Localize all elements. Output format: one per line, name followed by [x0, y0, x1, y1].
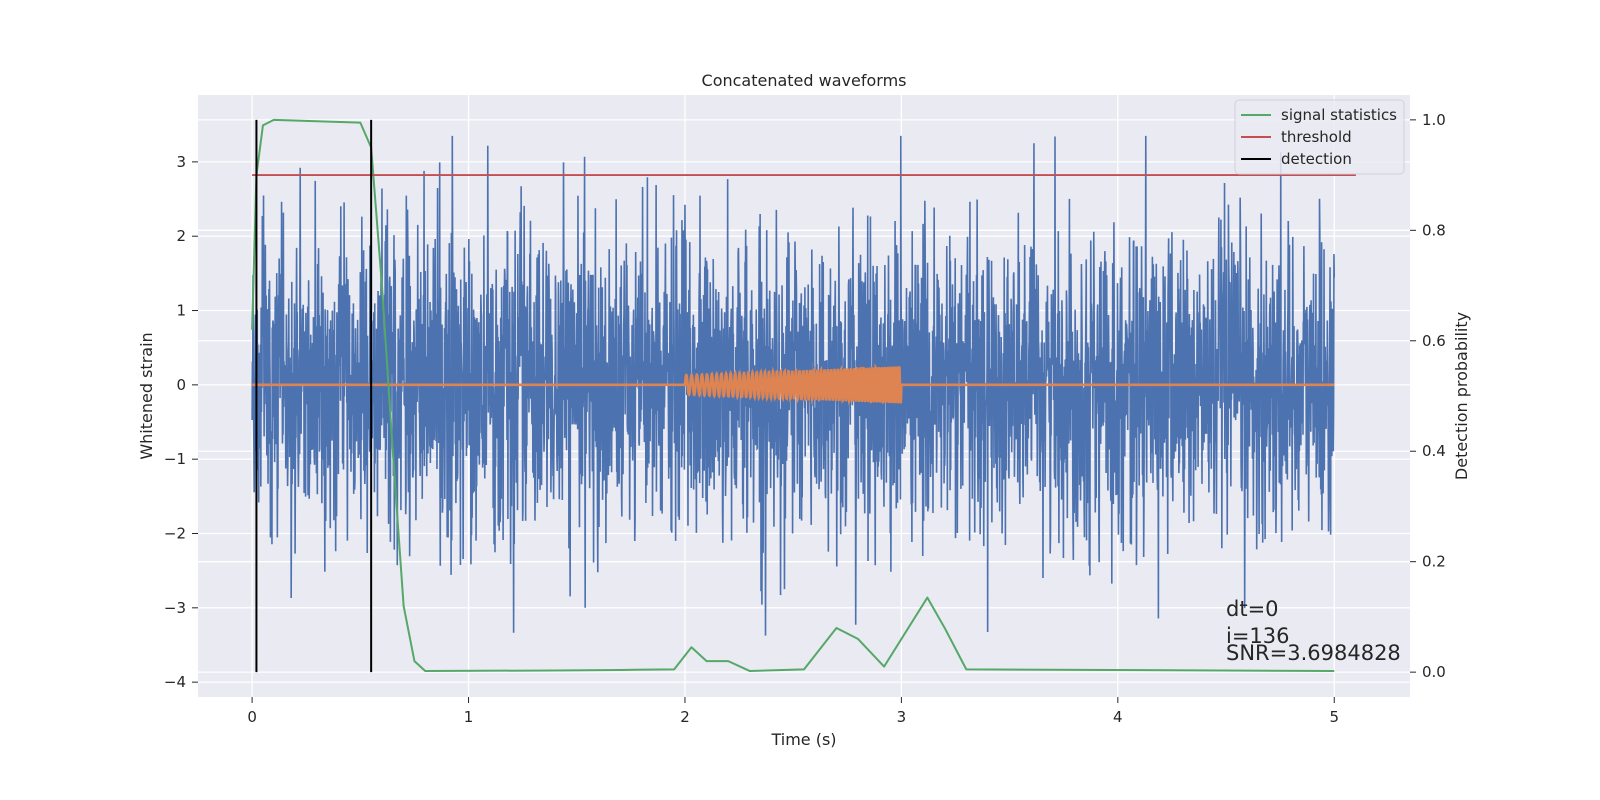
x-tick-label: 5 [1329, 708, 1339, 726]
legend-box [1234, 99, 1405, 175]
y-tick-label: 0 [176, 376, 186, 394]
y2-tick-label: 0.4 [1422, 442, 1446, 460]
annotation-block: dt=0 i=136 SNR=3.6984828 [1226, 597, 1401, 665]
y2-tick-label: 0.8 [1422, 221, 1446, 239]
y2-tick-label: 0.2 [1422, 553, 1446, 571]
y-tick-label: −2 [164, 524, 186, 542]
chart-title: Concatenated waveforms [702, 71, 907, 90]
x-tick-label: 0 [247, 708, 257, 726]
annotation-index: i=136 [1226, 624, 1290, 648]
x-tick-label: 2 [680, 708, 690, 726]
annotation-snr: SNR=3.6984828 [1226, 641, 1401, 665]
legend-label: signal statistics [1281, 106, 1397, 124]
y-axis-label: Whitened strain [137, 332, 156, 459]
signal-statistics-series [251, 118, 1335, 673]
y-tick-label: 1 [176, 302, 186, 320]
template-line [252, 362, 1335, 406]
whitened-strain-line [251, 135, 1336, 636]
y2-axis-label: Detection probability [1452, 312, 1471, 480]
detection-series [255, 119, 373, 673]
y2-tick-label: 0.0 [1422, 663, 1446, 681]
legend: signal statistics threshold detection [1234, 99, 1405, 175]
signal-statistics-line [251, 118, 1335, 673]
legend-label: detection [1281, 150, 1352, 168]
x-tick-label: 3 [897, 708, 907, 726]
y-tick-label: −4 [164, 673, 186, 691]
x-tick-label: 1 [464, 708, 474, 726]
whitened-strain-series [251, 135, 1336, 636]
template-series [252, 362, 1335, 406]
y-tick-label: 2 [176, 227, 186, 245]
x-axis-label: Time (s) [770, 730, 836, 749]
axes: 0 1 2 3 4 5 −4 −3 −2 −1 0 1 2 3 0.0 0.2 0.4 0.6 0.8 1.0 [164, 111, 1446, 726]
y2-tick-label: 1.0 [1422, 111, 1446, 129]
legend-label: threshold [1281, 128, 1352, 146]
y-tick-label: 3 [176, 153, 186, 171]
y-tick-label: −1 [164, 450, 186, 468]
annotation-dt: dt=0 [1226, 597, 1279, 621]
y2-tick-label: 0.6 [1422, 332, 1446, 350]
y-tick-label: −3 [164, 599, 186, 617]
x-tick-label: 4 [1113, 708, 1123, 726]
